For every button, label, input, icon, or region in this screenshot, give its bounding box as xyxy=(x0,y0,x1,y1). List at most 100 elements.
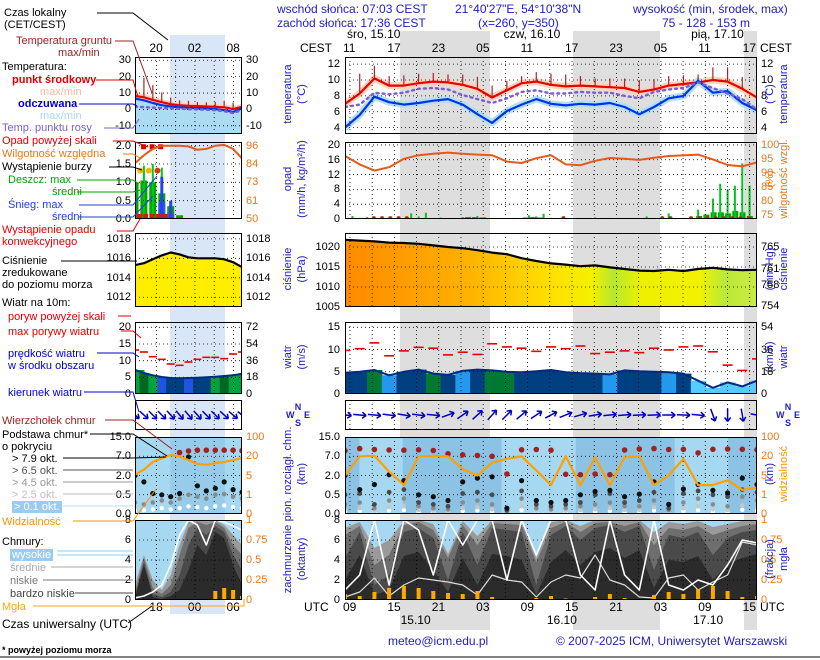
legend-mgla: Mgła xyxy=(2,601,26,613)
panel-opad-main xyxy=(345,142,757,219)
utc-unit-left: UTC xyxy=(304,600,329,614)
axis-tick: 10 xyxy=(327,74,340,87)
panel-wind-main xyxy=(345,322,757,394)
axis-tick: 15.0 xyxy=(109,431,131,443)
axis-tick: 1014 xyxy=(106,271,131,284)
axis-tick: 30 xyxy=(246,54,259,67)
axis-tick: 5 xyxy=(333,365,340,378)
axis-tick: 12 xyxy=(761,58,774,71)
axis-tick: 8 xyxy=(761,89,768,102)
legend-cis2: zredukowane xyxy=(2,267,68,279)
axis-tick: 1020 xyxy=(315,241,340,253)
axis-tick: 758 xyxy=(761,278,780,291)
axis-tick: 54 xyxy=(246,338,259,350)
cest-tick: 17 xyxy=(565,41,579,55)
axis-tick: 0.5 xyxy=(115,488,131,501)
axis-tick: 6 xyxy=(333,105,340,118)
cest-tick: 17 xyxy=(387,41,401,55)
axis-tick: 6 xyxy=(333,534,340,546)
axis-tick: 0 xyxy=(246,594,253,606)
legend-maxpor: max porywy wiatru xyxy=(8,326,100,338)
axis-tick: 95 xyxy=(761,152,774,165)
legend-o45: > 4.5 okt. xyxy=(12,477,58,489)
axis-tick: 80 xyxy=(761,194,774,207)
axis-tick: 50 xyxy=(246,213,259,225)
legend-ssr: średni xyxy=(52,211,82,223)
axis-tick: 1012 xyxy=(106,291,131,304)
axis-tick: 20 xyxy=(118,321,131,334)
mini-cest-tick: 08 xyxy=(226,41,240,55)
axis-tick: 8 xyxy=(333,183,340,196)
axis-tick: 6 xyxy=(761,105,768,118)
legend-dsr: średni xyxy=(52,186,82,198)
axis-tick: 0.0 xyxy=(324,508,340,520)
legend-opsk: Opad powyżej skali xyxy=(2,135,97,147)
utc-unit-right: UTC xyxy=(760,600,785,614)
panel-wind-mini xyxy=(135,322,242,394)
axis-tick: 8 xyxy=(333,89,340,102)
legend-okonw1: Wystąpienie opadu xyxy=(2,224,96,236)
axis-tick: 4 xyxy=(333,554,340,566)
axis-tick: 0.5 xyxy=(324,488,340,501)
axis-tick: 1 xyxy=(246,488,253,501)
legend-tgr2: max/min xyxy=(58,47,100,59)
axis-tick: 1.0 xyxy=(115,176,131,189)
axis-tick: 2.0 xyxy=(115,469,131,482)
axis-tick: 0 xyxy=(333,213,340,225)
axis-tick: 10 xyxy=(327,343,340,356)
legend-cis1: Ciśnienie xyxy=(2,255,48,267)
axis-tick: 36 xyxy=(246,354,259,367)
axis-tick: 1012 xyxy=(246,291,271,304)
panel-opad-mini xyxy=(135,142,242,219)
axis-tick: 84 xyxy=(246,158,259,170)
legend-chb: bardzo niskie xyxy=(10,588,75,600)
axis-tick: 1018 xyxy=(106,232,131,245)
axis-title-rt11: (frakcja) xyxy=(764,539,776,579)
panel-temp-main xyxy=(345,57,757,134)
axis-tick: 0.75 xyxy=(246,534,268,546)
axis-tick: 85 xyxy=(761,180,774,193)
cest-unit-right: CEST xyxy=(760,41,793,55)
axis-tick: 6 xyxy=(124,534,131,546)
utc-tick: 15 xyxy=(387,600,401,614)
legend-tgr: Temperatura gruntu xyxy=(16,35,112,47)
legend-thdr: Temperatura: xyxy=(2,61,67,73)
axis-tick: 54 xyxy=(761,321,774,334)
axis-tick: 2 xyxy=(124,574,131,586)
altitude-label: wysokość (min, środek, max) xyxy=(633,2,788,16)
legend-kier: kierunek wiatru xyxy=(8,387,82,399)
axis-tick: 0.5 xyxy=(115,194,131,207)
axis-tick: 0 xyxy=(124,103,131,116)
axis-tick: 96 xyxy=(246,139,259,152)
legend-o79: > 7.9 okt. xyxy=(12,453,58,465)
sunset-time: zachód słońca: 17:36 CEST xyxy=(277,16,426,30)
axis-tick: 1.5 xyxy=(115,158,131,170)
legend-chw: wysokie xyxy=(10,549,54,561)
legend-pred2: w środku obszaru xyxy=(8,360,95,372)
axis-tick: 0 xyxy=(761,508,768,520)
legend-chn: niskie xyxy=(10,575,39,587)
axis-tick: 20 xyxy=(246,70,259,83)
axis-tick: 4 xyxy=(761,121,768,134)
legend-w10: Wiatr na 10m: xyxy=(2,297,71,309)
legend-widz: Widzialność xyxy=(2,516,61,528)
contact-email-link[interactable]: meteo@icm.edu.pl xyxy=(388,634,489,648)
axis-tick: 754 xyxy=(761,300,780,313)
panel-cloud-main xyxy=(345,520,757,600)
axis-tick: 20 xyxy=(327,138,340,151)
axis-tick: 0 xyxy=(333,594,340,606)
axis-tick: 12 xyxy=(327,58,340,71)
panel-wdir-main xyxy=(345,400,757,430)
legend-porsk: poryw powyżej skali xyxy=(8,311,106,323)
axis-tick: 12 xyxy=(327,168,340,181)
axis-tick: 0.75 xyxy=(761,534,783,546)
legend-czas1: Czas lokalny xyxy=(4,7,67,19)
axis-tick: 16 xyxy=(327,153,340,166)
legend-wilg: Wilgotność względna xyxy=(2,148,106,160)
axis-tick: 765 xyxy=(761,241,780,254)
axis-tick: 8 xyxy=(333,514,340,526)
utc-tick: 21 xyxy=(431,600,446,614)
axis-tick: 72 xyxy=(246,321,259,334)
axis-tick: 18 xyxy=(761,365,774,378)
